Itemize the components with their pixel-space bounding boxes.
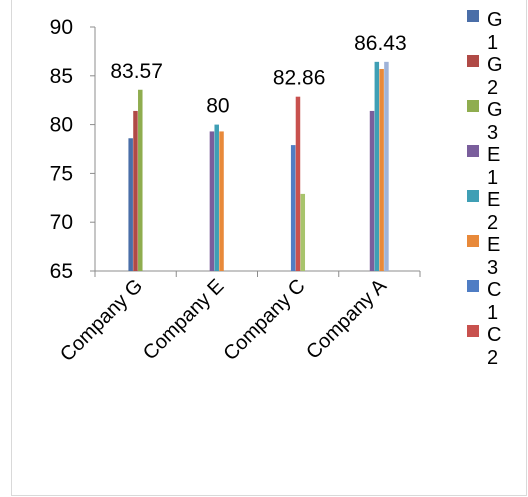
x-category-label: Company A [302, 275, 391, 364]
x-category-label: Company E [139, 275, 228, 364]
x-category-label: Company C [219, 275, 309, 365]
bar-c3-company-c [300, 193, 306, 271]
bar-c1-company-c [290, 145, 296, 271]
bar-e1-company-e [209, 131, 215, 271]
legend-label-line2: 2 [487, 77, 498, 99]
legend-label-line2: 1 [487, 302, 498, 324]
data-label: 82.86 [273, 67, 326, 90]
x-category-label: Company G [56, 275, 147, 366]
legend-swatch [467, 55, 479, 67]
legend-label-line1: C [487, 279, 501, 301]
legend-label-line2: 3 [487, 257, 498, 279]
y-tick-label: 75 [50, 162, 73, 185]
bar-a1-company-a [384, 61, 389, 271]
data-label: 86.43 [354, 32, 407, 55]
legend-swatch [467, 145, 479, 157]
legend-swatch [467, 100, 479, 112]
legend-label-line1: G [487, 9, 503, 31]
bar-e2-company-e [214, 124, 219, 271]
legend-swatch [467, 10, 479, 22]
y-tick-label: 70 [50, 211, 73, 234]
legend-swatch [467, 235, 479, 247]
legend-swatch [467, 280, 479, 292]
legend-label-line2: 1 [487, 167, 498, 189]
bar-c2-company-c [295, 96, 301, 271]
bar-e3-company-e [219, 131, 224, 271]
data-label: 83.57 [110, 60, 163, 83]
legend-swatch [467, 190, 479, 202]
legend-label-line2: 1 [487, 32, 498, 54]
chart-frame [11, 0, 527, 496]
y-tick-label: 90 [50, 16, 73, 39]
legend-swatch [467, 325, 479, 337]
bar-e2-company-a [374, 61, 380, 271]
y-tick-label: 85 [50, 65, 73, 88]
legend-label-line1: G [487, 99, 503, 121]
bar-e3-company-a [379, 68, 384, 271]
legend-label-line1: E [487, 144, 500, 166]
legend-label-line2: 3 [487, 122, 498, 144]
legend-label-line1: C [487, 324, 501, 346]
y-tick-label: 80 [50, 114, 73, 137]
bar-g3-company-g [138, 89, 143, 271]
bar-e1-company-a [369, 110, 375, 271]
bar-g1-company-g [128, 138, 133, 271]
y-tick-label: 65 [50, 260, 73, 283]
legend-label-line2: 2 [487, 212, 498, 234]
legend-label-line2: 2 [487, 347, 498, 369]
legend-label-line1: E [487, 189, 500, 211]
legend-label-line1: G [487, 54, 503, 76]
data-label: 80 [206, 95, 229, 118]
bar-g2-company-g [133, 110, 138, 271]
legend-label-line1: E [487, 234, 500, 256]
